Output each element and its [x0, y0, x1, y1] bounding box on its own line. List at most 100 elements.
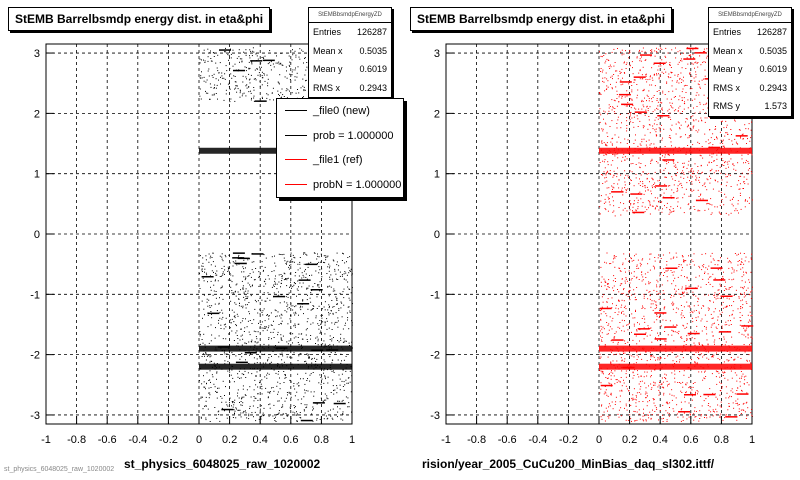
- data-point: [623, 379, 624, 381]
- data-point: [627, 175, 629, 177]
- data-point: [680, 390, 682, 392]
- data-point: [697, 297, 699, 299]
- data-point: [666, 82, 668, 84]
- data-strip-segment: [686, 47, 699, 50]
- data-point: [318, 382, 320, 384]
- data-point: [707, 164, 708, 166]
- data-point: [269, 407, 271, 409]
- data-point: [668, 213, 670, 215]
- data-point: [609, 415, 611, 417]
- data-point: [242, 75, 244, 77]
- data-point: [668, 108, 670, 110]
- data-point: [203, 80, 205, 82]
- data-point: [646, 375, 648, 377]
- data-point: [607, 196, 609, 198]
- data-point: [639, 69, 641, 71]
- data-point: [716, 138, 718, 140]
- data-point: [202, 265, 204, 267]
- data-point: [277, 393, 279, 395]
- data-point: [621, 385, 623, 387]
- data-point: [210, 324, 212, 326]
- data-point: [201, 356, 203, 357]
- data-point: [740, 320, 742, 322]
- data-point: [264, 320, 266, 322]
- data-point: [691, 62, 693, 64]
- data-point: [654, 129, 656, 131]
- data-point: [675, 292, 677, 294]
- data-point: [599, 309, 601, 311]
- data-point: [712, 392, 714, 394]
- data-point: [209, 98, 210, 100]
- data-point: [205, 272, 207, 274]
- data-point: [607, 86, 609, 88]
- data-point: [632, 372, 634, 374]
- data-point: [725, 132, 727, 134]
- data-point: [263, 308, 265, 310]
- data-point: [273, 284, 274, 286]
- data-point: [254, 379, 256, 381]
- data-point: [700, 353, 702, 355]
- data-point: [234, 317, 236, 319]
- data-point: [281, 339, 283, 341]
- data-point: [636, 94, 638, 96]
- data-point: [284, 374, 286, 376]
- data-point: [245, 278, 247, 279]
- data-point: [247, 282, 249, 284]
- data-point: [702, 157, 704, 159]
- data-point: [673, 395, 675, 397]
- data-point: [693, 354, 695, 356]
- data-point: [700, 414, 702, 416]
- data-point: [313, 305, 315, 307]
- data-point: [207, 354, 209, 356]
- data-point: [318, 272, 320, 274]
- data-point: [283, 371, 285, 372]
- data-point: [219, 420, 221, 422]
- data-point: [673, 340, 675, 342]
- data-point: [209, 356, 211, 358]
- data-point: [706, 189, 708, 191]
- stats-label: Mean y: [313, 64, 343, 74]
- data-point: [711, 373, 713, 375]
- data-point: [674, 331, 676, 333]
- data-point: [284, 400, 286, 402]
- data-point: [707, 97, 708, 99]
- data-point: [650, 306, 652, 308]
- data-point: [629, 290, 631, 292]
- data-point: [674, 381, 676, 383]
- data-point: [627, 296, 629, 297]
- data-point: [277, 414, 279, 415]
- data-point: [249, 49, 251, 51]
- data-point: [204, 60, 206, 62]
- data-point: [208, 392, 210, 394]
- data-point: [728, 359, 730, 361]
- data-point: [664, 55, 666, 57]
- data-point: [291, 287, 292, 289]
- data-point: [254, 308, 256, 310]
- data-point: [607, 333, 609, 335]
- data-point: [230, 98, 232, 100]
- data-point: [337, 279, 339, 280]
- data-point: [746, 327, 748, 329]
- data-point: [646, 209, 648, 211]
- data-point: [289, 261, 291, 263]
- data-point: [211, 270, 213, 272]
- data-point: [221, 407, 223, 409]
- data-point: [688, 255, 689, 257]
- data-point: [302, 274, 304, 276]
- data-point: [716, 383, 718, 385]
- data-point: [719, 313, 721, 315]
- data-point: [714, 139, 716, 140]
- data-point: [275, 316, 277, 318]
- data-point: [261, 321, 263, 323]
- data-point: [676, 187, 678, 189]
- data-point: [306, 353, 308, 355]
- data-point: [731, 272, 733, 274]
- data-point: [300, 353, 302, 355]
- data-point: [341, 302, 343, 304]
- data-point: [744, 206, 746, 208]
- data-point: [688, 279, 690, 281]
- data-point: [296, 383, 298, 385]
- data-point: [302, 282, 304, 284]
- data-point: [733, 269, 735, 271]
- data-point: [303, 410, 305, 412]
